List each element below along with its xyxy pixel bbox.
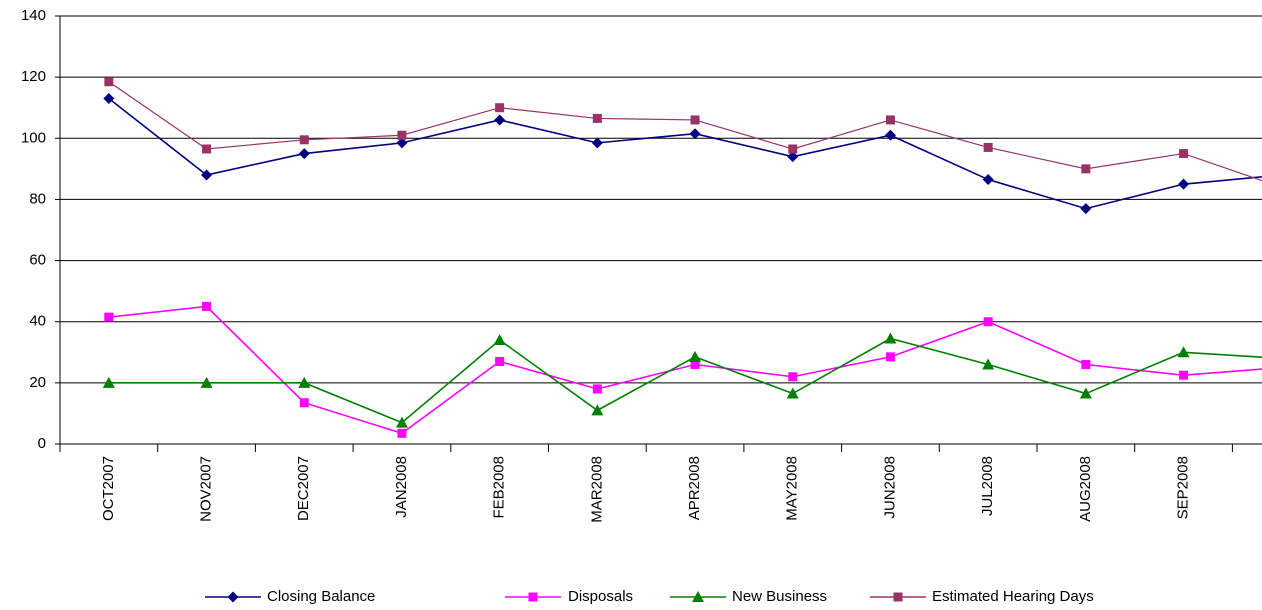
x-tick-label: APR2008	[686, 456, 703, 520]
marker	[1081, 360, 1091, 370]
x-tick-label: MAY2008	[784, 456, 801, 521]
y-tick-label: 20	[29, 374, 46, 391]
x-tick-label: SEP2008	[1175, 456, 1192, 519]
axes: 0 20 40 60 80 100 120 140 OCT2007 NOV2007 DEC2007 J…	[21, 7, 1233, 523]
x-tick-label: JAN2008	[393, 456, 410, 518]
marker	[396, 137, 408, 149]
legend-label: Closing Balance	[267, 588, 375, 605]
marker	[885, 352, 895, 362]
marker	[395, 416, 408, 428]
marker	[893, 592, 903, 602]
plot-area	[102, 77, 1262, 438]
x-tick-label: JUL2008	[979, 456, 996, 516]
marker	[786, 387, 799, 399]
marker	[528, 592, 538, 602]
legend-label: Estimated Hearing Days	[932, 588, 1094, 605]
marker	[982, 358, 995, 370]
marker	[104, 312, 114, 322]
marker	[1179, 149, 1189, 159]
marker	[1179, 370, 1189, 380]
series-line	[108, 305, 1262, 435]
marker	[299, 135, 309, 145]
grid	[60, 15, 1262, 445]
marker	[592, 384, 602, 394]
y-tick-label: 40	[29, 313, 46, 330]
marker	[592, 113, 602, 123]
marker	[104, 77, 114, 87]
marker	[201, 169, 213, 181]
marker	[397, 428, 407, 438]
marker	[884, 332, 897, 344]
marker	[983, 142, 993, 152]
legend: Closing Balance Disposals New Business Esti…	[205, 588, 1094, 605]
marker	[495, 103, 505, 113]
marker	[983, 317, 993, 327]
marker	[103, 93, 115, 105]
x-tick-label: DEC2007	[295, 456, 312, 521]
marker	[787, 151, 799, 163]
marker	[227, 591, 239, 603]
marker	[200, 376, 213, 388]
legend-label: Disposals	[568, 588, 633, 605]
marker	[1177, 346, 1190, 358]
y-tick-label: 140	[21, 7, 46, 24]
marker	[493, 334, 506, 346]
marker	[788, 372, 798, 382]
marker	[690, 115, 700, 125]
marker	[202, 301, 212, 311]
marker	[788, 144, 798, 154]
marker	[1178, 178, 1190, 190]
marker	[1081, 164, 1091, 174]
marker	[690, 360, 700, 370]
marker	[1080, 203, 1092, 215]
marker	[591, 404, 604, 416]
y-tick-label: 120	[21, 68, 46, 85]
marker	[689, 350, 702, 362]
marker	[885, 115, 895, 125]
legend-label: New Business	[732, 588, 827, 605]
marker	[202, 144, 212, 154]
y-tick-label: 100	[21, 129, 46, 146]
marker	[591, 137, 603, 149]
x-tick-label: MAR2008	[588, 456, 605, 523]
x-tick-label: OCT2007	[100, 456, 117, 521]
y-tick-label: 0	[38, 435, 46, 452]
marker	[982, 174, 994, 186]
marker	[299, 398, 309, 408]
x-tick-label: JUN2008	[881, 456, 898, 519]
marker	[495, 356, 505, 366]
series-line	[108, 97, 1262, 210]
x-tick-label: NOV2007	[198, 456, 215, 522]
marker	[102, 376, 115, 388]
marker	[689, 128, 701, 140]
marker	[397, 130, 407, 140]
marker	[494, 114, 506, 126]
y-tick-label: 60	[29, 252, 46, 269]
marker	[298, 148, 310, 160]
x-tick-label: AUG2008	[1077, 456, 1094, 522]
marker	[1079, 387, 1092, 399]
marker	[884, 129, 896, 141]
marker	[298, 376, 311, 388]
marker	[692, 591, 704, 602]
y-tick-label: 80	[29, 190, 46, 207]
x-tick-label: FEB2008	[491, 456, 508, 519]
